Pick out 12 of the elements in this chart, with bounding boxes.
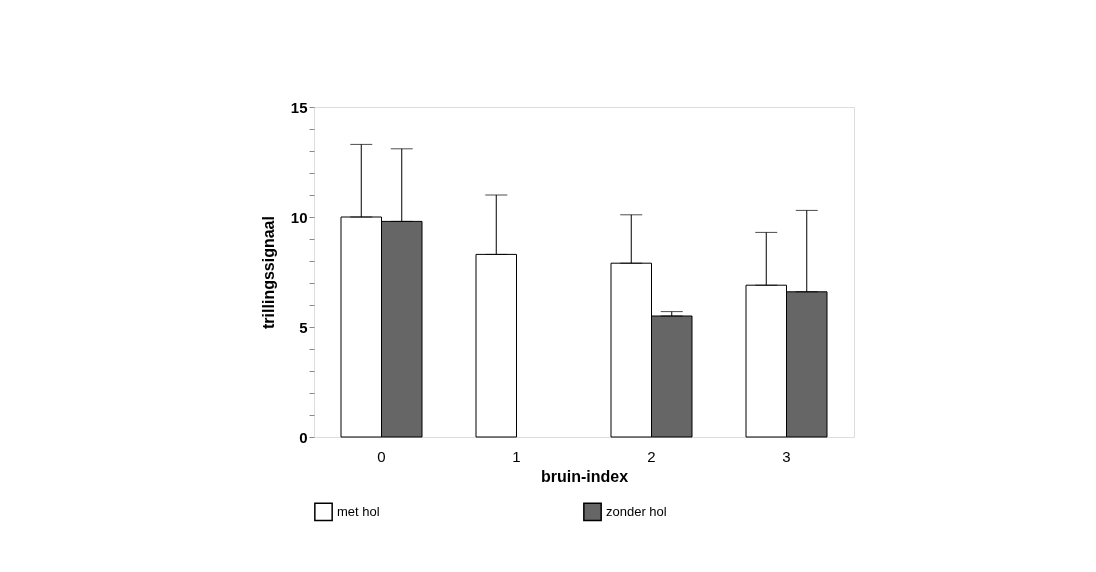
x-tick-label: 2 xyxy=(647,447,656,465)
y-axis-title: trillingssignaal xyxy=(259,216,277,329)
y-tick-label: 15 xyxy=(290,98,308,116)
y-tick-label: 5 xyxy=(299,318,308,336)
y-tick-label: 0 xyxy=(299,428,308,446)
x-axis-title: bruin-index xyxy=(540,467,629,485)
x-tick-label: 1 xyxy=(512,447,521,465)
legend-label: zonder hol xyxy=(606,503,667,519)
x-tick-label: 0 xyxy=(377,447,386,465)
legend-label: met hol xyxy=(337,503,380,519)
y-tick-label: 10 xyxy=(290,208,308,226)
x-tick-label: 3 xyxy=(782,447,791,465)
